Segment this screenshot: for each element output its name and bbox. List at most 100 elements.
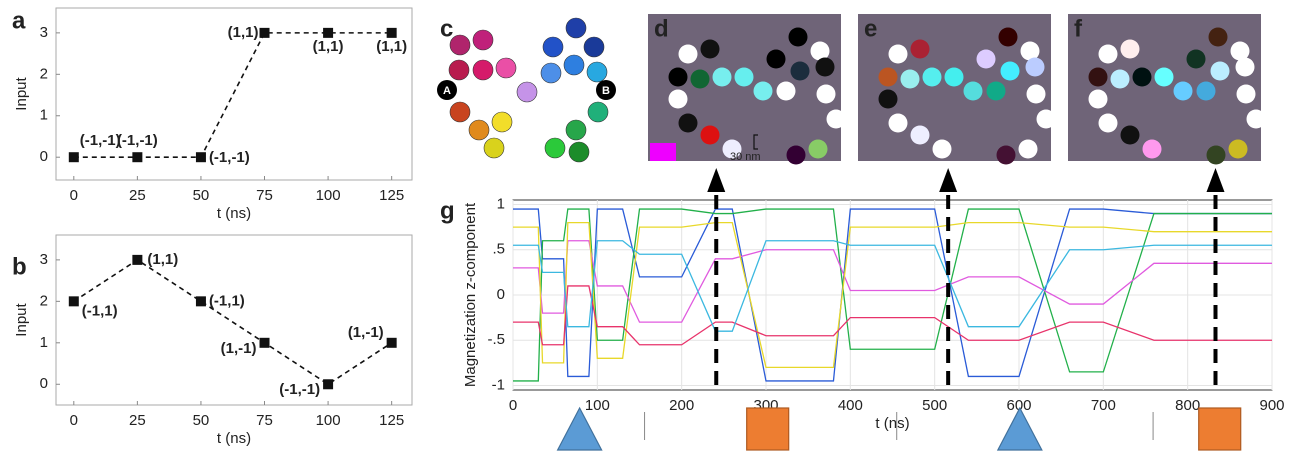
magnet-dot — [911, 126, 930, 145]
data-point — [387, 28, 397, 38]
y-tick-label: -1 — [492, 376, 505, 393]
point-label: (-1,1) — [82, 302, 118, 319]
x-tick-label: 100 — [316, 187, 341, 204]
magnet-dot — [1099, 114, 1118, 133]
magnet-dot — [1174, 82, 1193, 101]
x-tick-label: 0 — [509, 397, 517, 414]
magnet-dot — [543, 37, 563, 57]
panel-letter: g — [440, 197, 455, 224]
magnet-dot — [564, 55, 584, 75]
magnet-dot — [701, 40, 720, 59]
magnet-dot — [911, 40, 930, 59]
magnet-dot — [754, 82, 773, 101]
x-tick-label: 100 — [316, 412, 341, 429]
x-tick-label: 50 — [193, 412, 210, 429]
magnet-dot — [1019, 140, 1038, 159]
arrow-head — [707, 168, 725, 192]
data-point — [196, 296, 206, 306]
magnet-dot — [1001, 62, 1020, 81]
x-tick-label: 0 — [70, 412, 78, 429]
x-tick-label: 0 — [70, 187, 78, 204]
magnet-dot — [691, 70, 710, 89]
magnet-dot — [469, 120, 489, 140]
magnet-dot — [977, 50, 996, 69]
x-tick-label: 500 — [922, 397, 947, 414]
magnet-dot — [669, 68, 688, 87]
magnet-dot — [1121, 40, 1140, 59]
y-tick-label: 0 — [40, 375, 48, 392]
y-tick-label: 2 — [40, 292, 48, 309]
magnet-dot — [1229, 140, 1248, 159]
x-tick-label: 125 — [379, 412, 404, 429]
magnet-dot — [1207, 146, 1226, 165]
panel-letter: e — [864, 15, 877, 42]
magnet-dot — [1111, 70, 1130, 89]
magnet-dot — [1089, 68, 1108, 87]
point-label: (1,-1) — [221, 340, 257, 357]
magnet-dot — [816, 58, 835, 77]
point-label: (1,1) — [147, 251, 178, 268]
magnet-dot — [1237, 85, 1256, 104]
point-label: (-1,-1) — [80, 132, 121, 149]
magnet-dot — [889, 114, 908, 133]
point-label: (1,1) — [313, 38, 344, 55]
panel-letter: c — [440, 15, 453, 42]
magnet-dot — [492, 112, 512, 132]
x-tick-label: 50 — [193, 187, 210, 204]
node-label: B — [602, 85, 610, 97]
input-triangle — [998, 408, 1042, 450]
magnet-dot — [945, 68, 964, 87]
y-tick-label: 1 — [40, 107, 48, 124]
magnet-dot — [1187, 50, 1206, 69]
magnet-dot — [879, 90, 898, 109]
magnet-dot — [484, 138, 504, 158]
magnet-dot — [1209, 28, 1228, 47]
magnet-dot — [473, 60, 493, 80]
x-tick-label: 75 — [256, 187, 273, 204]
magnet-dot — [889, 45, 908, 64]
y-tick-label: 3 — [40, 24, 48, 41]
data-point — [260, 338, 270, 348]
x-tick-label: 25 — [129, 187, 146, 204]
magnet-dot — [997, 146, 1016, 165]
magnet-dot — [679, 114, 698, 133]
x-tick-label: 200 — [669, 397, 694, 414]
x-tick-label: 800 — [1175, 397, 1200, 414]
image-frame — [1068, 14, 1261, 161]
figure: ABcdef30 nma02550751001250123t (ns)Input… — [0, 0, 1298, 453]
magnet-dot — [517, 82, 537, 102]
magnet-dot — [679, 45, 698, 64]
point-label: (-1,-1) — [117, 132, 158, 149]
panel-letter: f — [1074, 15, 1083, 42]
x-tick-label: 100 — [585, 397, 610, 414]
y-axis-label: Input — [13, 302, 30, 336]
magnet-dot — [545, 138, 565, 158]
magnet-dot — [767, 50, 786, 69]
x-tick-label: 400 — [838, 397, 863, 414]
point-label: (-1,-1) — [279, 381, 320, 398]
magnet-dot — [787, 146, 806, 165]
x-axis-label: t (ns) — [217, 205, 251, 222]
magnet-dot — [789, 28, 808, 47]
node-label: A — [443, 85, 451, 97]
magnet-dot — [566, 18, 586, 38]
x-axis-label: t (ns) — [875, 415, 909, 432]
magnet-dot — [1211, 62, 1230, 81]
magnet-dot — [817, 85, 836, 104]
magnet-dot — [1236, 58, 1255, 77]
magnet-dot — [1099, 45, 1118, 64]
y-tick-label: 0 — [497, 286, 505, 303]
input-triangle — [558, 408, 602, 450]
magnet-dot — [569, 142, 589, 162]
x-tick-label: 900 — [1259, 397, 1284, 414]
point-label: (1,-1) — [348, 324, 384, 341]
point-label: (1,1) — [228, 24, 259, 41]
magnet-dot — [449, 60, 469, 80]
y-tick-label: 3 — [40, 251, 48, 268]
magnet-dot — [1143, 140, 1162, 159]
magnet-dot — [964, 82, 983, 101]
data-point — [69, 152, 79, 162]
magnet-dot — [541, 63, 561, 83]
magnet-dot — [901, 70, 920, 89]
magnet-dot — [1037, 110, 1056, 129]
